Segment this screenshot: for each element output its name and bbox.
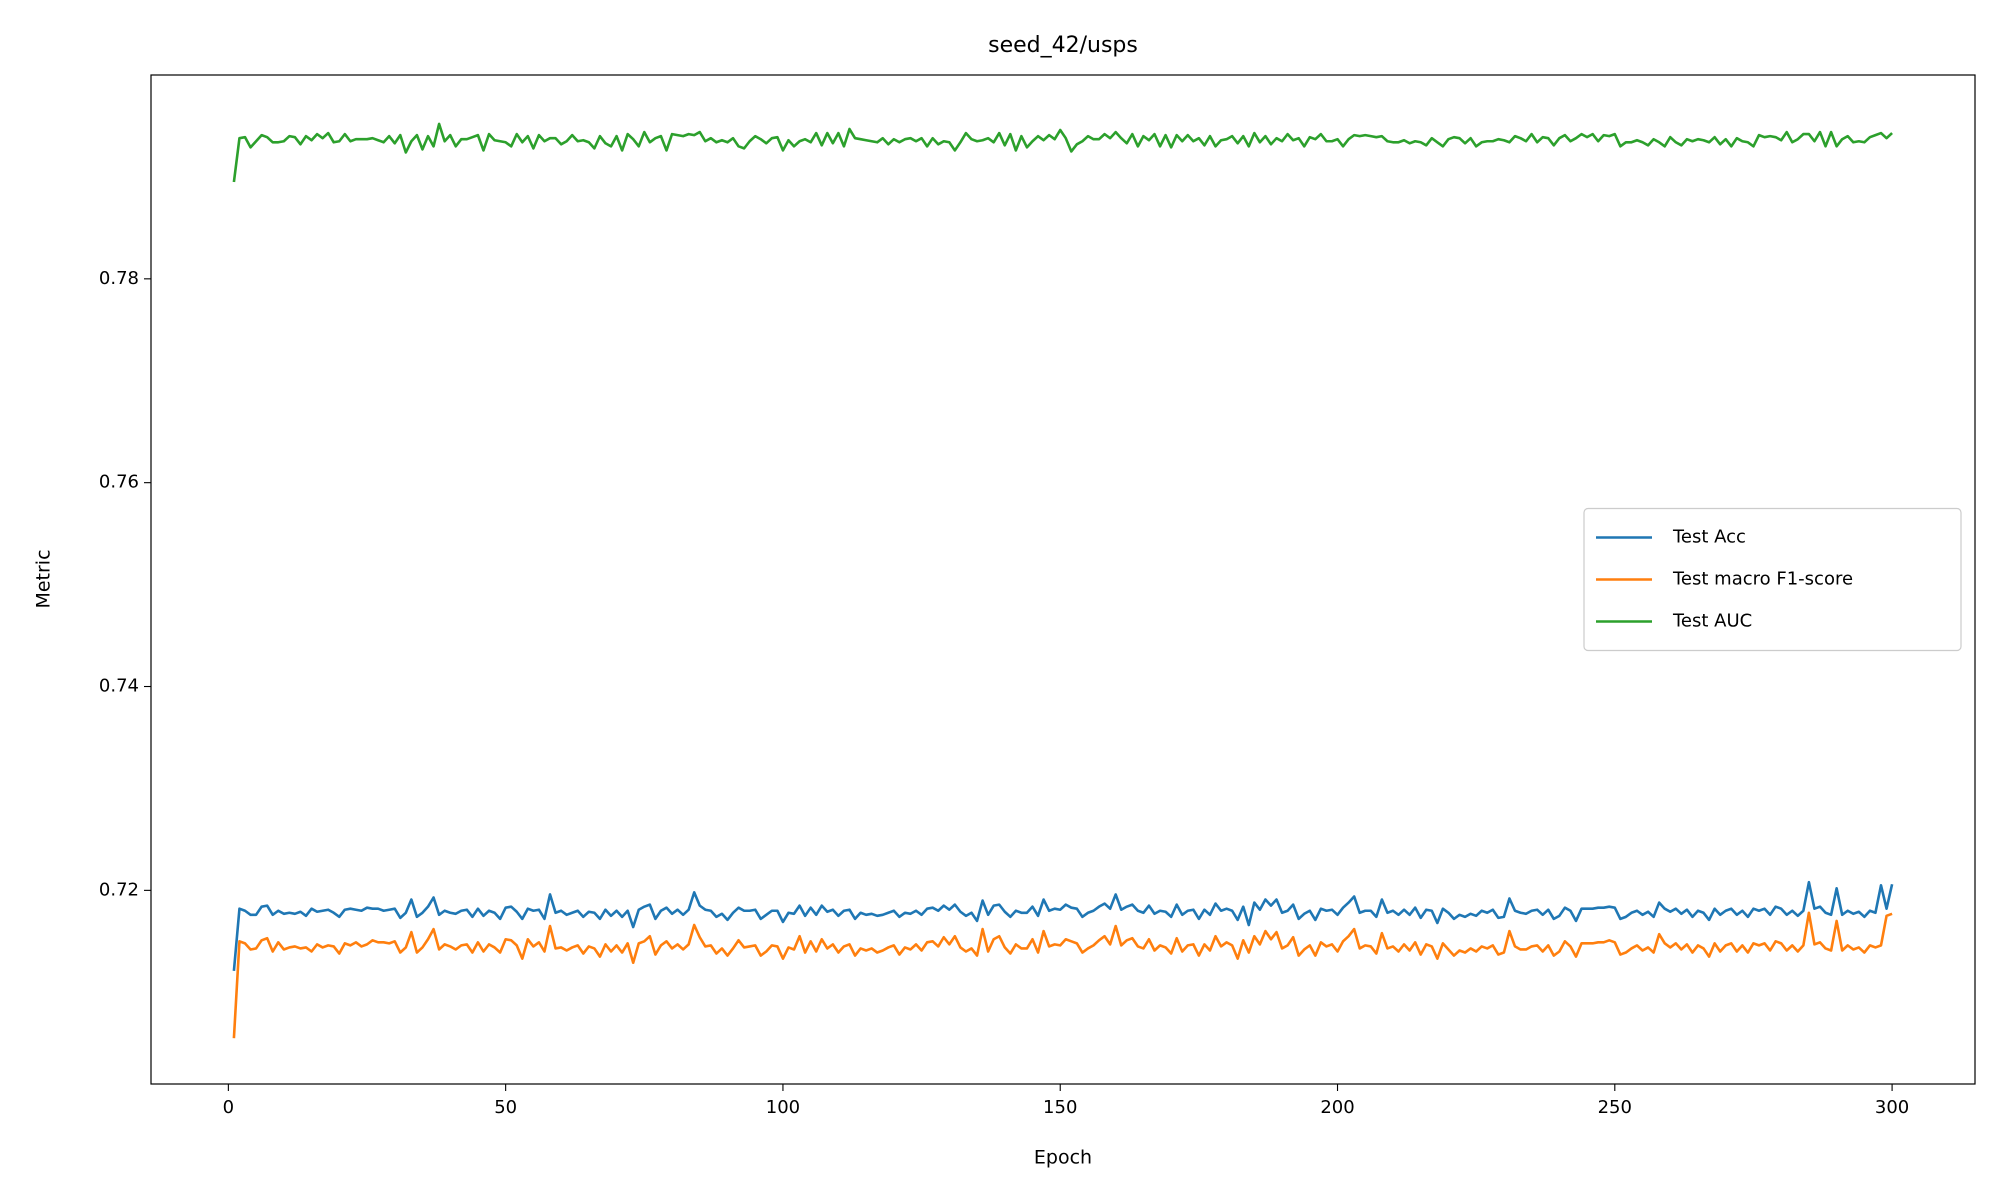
y-tick-label: 0.78 [99,268,139,289]
y-axis-label: Metric [33,549,55,608]
x-tick-label: 200 [1320,1097,1354,1118]
y-tick-label: 0.74 [99,676,139,697]
series-line [232,880,1894,971]
x-axis-label: Epoch [1034,1147,1092,1169]
legend-label: Test macro F1-score [1672,569,1853,590]
legend-label: Test Acc [1672,527,1746,548]
legend: Test Acc Test macro F1-score Test AUC [1583,507,1962,652]
y-tick-label: 0.72 [99,879,139,900]
plot-frame [150,74,1976,1085]
x-tick-label: 50 [494,1097,517,1118]
x-tick-label: 100 [766,1097,800,1118]
y-tick-label: 0.76 [99,472,139,493]
series-line [232,911,1893,1039]
x-tick-label: 0 [223,1097,234,1118]
legend-label: Test AUC [1672,611,1752,632]
x-tick-label: 300 [1875,1097,1909,1118]
x-tick-label: 150 [1043,1097,1077,1118]
legend-box [1583,507,1962,652]
x-tick-label: 250 [1598,1097,1632,1118]
series-line [232,122,1893,183]
chart-title: seed_42/usps [988,33,1138,58]
